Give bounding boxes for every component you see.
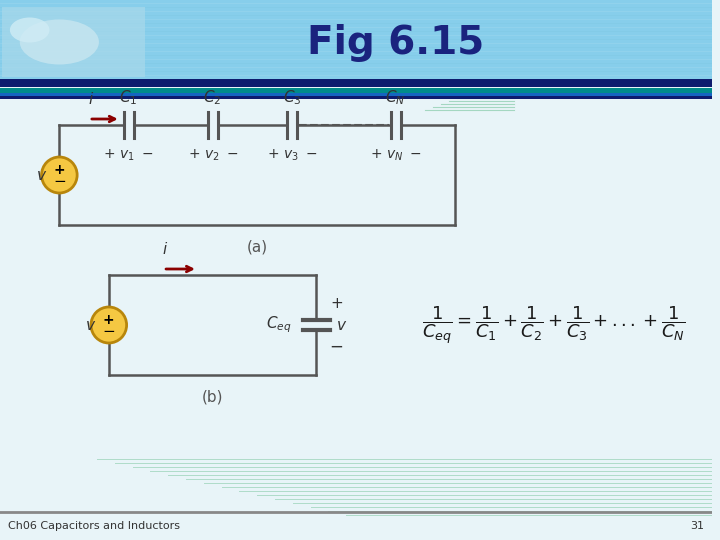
Bar <box>2 7 145 77</box>
Text: $+\ v_3\ -$: $+\ v_3\ -$ <box>266 147 317 163</box>
Text: $v$: $v$ <box>336 318 347 333</box>
Text: (b): (b) <box>202 389 223 404</box>
Text: $C_3$: $C_3$ <box>282 89 301 107</box>
Text: $i$: $i$ <box>88 91 94 107</box>
Text: +: + <box>330 295 343 310</box>
Text: −: − <box>53 173 66 188</box>
Text: $C_N$: $C_N$ <box>385 89 406 107</box>
Text: $i$: $i$ <box>162 241 168 257</box>
Bar <box>0 0 712 85</box>
Text: 31: 31 <box>690 521 704 531</box>
Text: −: − <box>329 338 343 356</box>
Text: Ch06 Capacitors and Inductors: Ch06 Capacitors and Inductors <box>8 521 180 531</box>
Text: $+\ v_1\ -$: $+\ v_1\ -$ <box>104 147 154 163</box>
Text: $v$: $v$ <box>86 318 96 333</box>
Text: $+\ v_2\ -$: $+\ v_2\ -$ <box>187 147 238 163</box>
Text: +: + <box>103 313 114 327</box>
Text: $\dfrac{1}{C_{eq}} = \dfrac{1}{C_1} + \dfrac{1}{C_2} + \dfrac{1}{C_3} + ... + \d: $\dfrac{1}{C_{eq}} = \dfrac{1}{C_1} + \d… <box>422 304 685 346</box>
Circle shape <box>42 157 77 193</box>
Circle shape <box>91 307 127 343</box>
Bar <box>0 96 712 99</box>
Text: $+\ v_N\ -$: $+\ v_N\ -$ <box>370 147 421 163</box>
Text: $v$: $v$ <box>36 167 47 183</box>
Text: $C_2$: $C_2$ <box>204 89 222 107</box>
Text: −: − <box>102 323 115 339</box>
Bar <box>0 93 712 96</box>
Bar <box>0 88 712 93</box>
Text: (a): (a) <box>246 240 268 254</box>
Text: Fig 6.15: Fig 6.15 <box>307 24 485 62</box>
Bar <box>0 79 712 87</box>
Ellipse shape <box>10 17 50 43</box>
Text: +: + <box>53 163 65 177</box>
Ellipse shape <box>19 19 99 64</box>
Text: $C_{eq}$: $C_{eq}$ <box>266 315 292 335</box>
Text: $C_1$: $C_1$ <box>120 89 138 107</box>
